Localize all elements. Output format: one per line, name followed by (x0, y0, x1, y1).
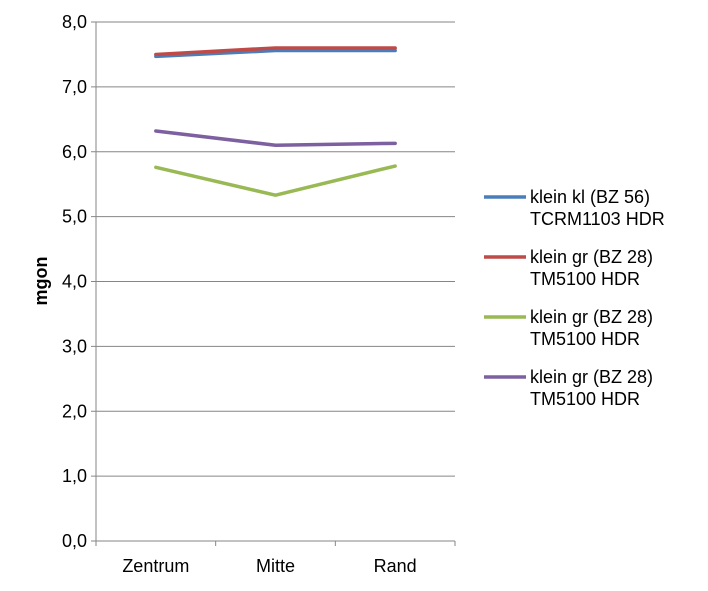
x-tick-label: Zentrum (122, 556, 189, 576)
gridlines (96, 21, 455, 477)
y-axis-label: mgon (31, 257, 51, 306)
series-line-1 (154, 48, 397, 59)
y-tick-label: 1,0 (62, 466, 87, 486)
legend-label: TM5100 HDR (530, 329, 640, 349)
series-line-4 (154, 129, 397, 148)
series-line-2 (154, 46, 397, 57)
y-tick-label: 2,0 (62, 401, 87, 421)
y-tick-labels: 0,0 1,0 2,0 3,0 4,0 5,0 6,0 7,0 8,0 (62, 12, 87, 551)
series-lines (154, 46, 397, 197)
y-tick-label: 0,0 (62, 531, 87, 551)
x-tick-label: Rand (374, 556, 417, 576)
legend-label: klein kl (BZ 56) (530, 187, 650, 207)
y-tick-label: 6,0 (62, 142, 87, 162)
legend: klein kl (BZ 56)TCRM1103 HDR klein gr (BZ… (484, 187, 665, 409)
x-tick-label: Mitte (256, 556, 295, 576)
legend-label: klein gr (BZ 28) (530, 247, 653, 267)
legend-label: klein gr (BZ 28) (530, 367, 653, 387)
legend-label: klein gr (BZ 28) (530, 307, 653, 327)
legend-label: TCRM1103 HDR (530, 209, 665, 229)
series-line-3 (154, 164, 397, 197)
y-tick-label: 3,0 (62, 336, 87, 356)
axes (91, 21, 456, 546)
legend-label: TM5100 HDR (530, 269, 640, 289)
legend-label: TM5100 HDR (530, 389, 640, 409)
y-tick-label: 7,0 (62, 77, 87, 97)
y-tick-label: 4,0 (62, 272, 87, 292)
y-tick-label: 5,0 (62, 207, 87, 227)
x-tick-labels: Zentrum Mitte Rand (122, 556, 416, 576)
y-tick-label: 8,0 (62, 12, 87, 32)
